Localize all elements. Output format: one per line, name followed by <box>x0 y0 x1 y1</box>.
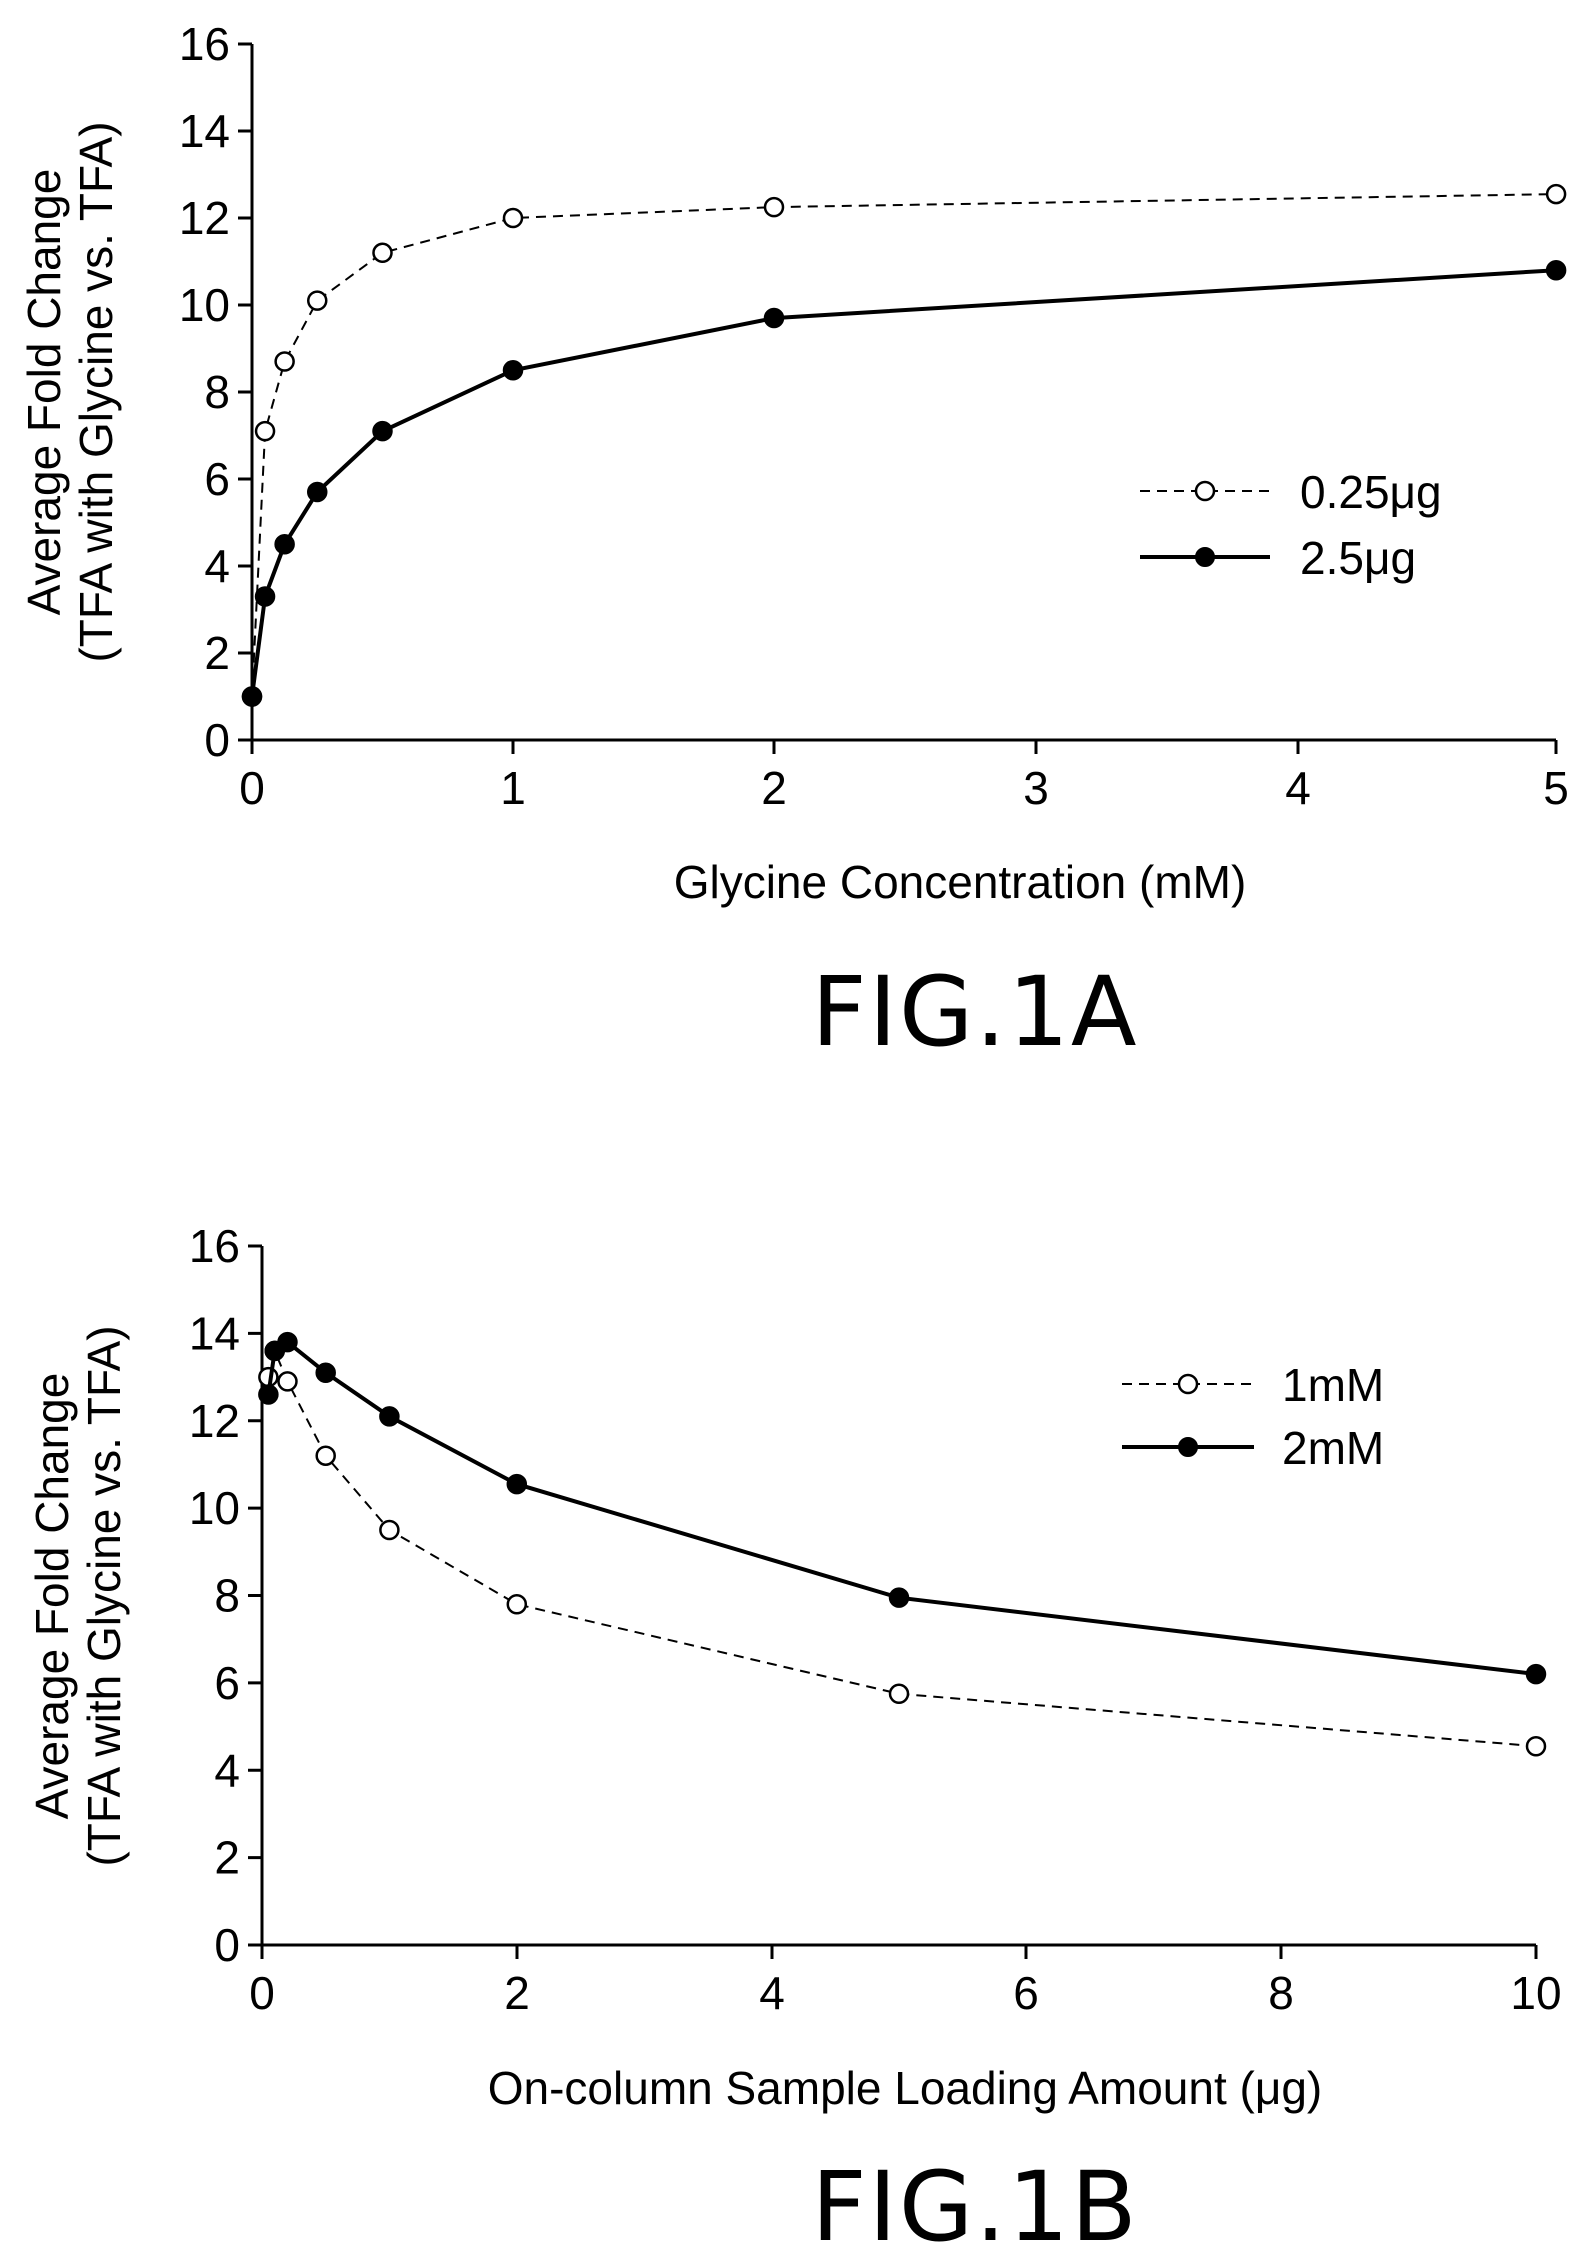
data-point-series-2 <box>258 1384 279 1405</box>
legend-label-series-1: 0.25μg <box>1300 466 1442 518</box>
x-axis-label: On-column Sample Loading Amount (μg) <box>488 2062 1323 2114</box>
x-tick-label: 5 <box>1543 762 1569 814</box>
y-tick-label: 4 <box>204 540 230 592</box>
y-tick-label: 2 <box>204 627 230 679</box>
data-point-series-1 <box>502 207 524 229</box>
data-point-series-2 <box>1525 1663 1547 1685</box>
data-point-series-2 <box>277 1331 298 1353</box>
y-tick-label: 8 <box>214 1570 240 1622</box>
legend-label-series-1: 1mM <box>1282 1359 1384 1411</box>
x-tick-label: 4 <box>1285 762 1311 814</box>
y-axis-label-line2: (TFA with Glycine vs. TFA) <box>70 121 122 662</box>
series-layer <box>241 183 1567 707</box>
y-tick-label: 4 <box>214 1744 240 1796</box>
data-point-series-2 <box>1545 259 1567 281</box>
chart-fig-1a: Average Fold Change (TFA with Glycine vs… <box>18 18 1569 1068</box>
data-point-series-1 <box>372 242 393 264</box>
figure-caption-1b: FIG.1B <box>811 2151 1138 2261</box>
x-axis-label: Glycine Concentration (mM) <box>674 856 1247 908</box>
data-point-series-1 <box>277 1371 298 1392</box>
data-point-series-1 <box>307 290 328 311</box>
data-point-series-2 <box>372 420 393 442</box>
y-tick-label: 14 <box>189 1307 240 1359</box>
legend-marker-filled <box>1195 547 1215 567</box>
y-tick-label: 14 <box>179 105 230 157</box>
data-point-series-2 <box>888 1587 910 1608</box>
series-layer <box>258 1331 1547 1757</box>
y-tick-label: 16 <box>179 18 230 70</box>
y-axis-label: Average Fold Change (TFA with Glycine vs… <box>26 1325 130 1866</box>
legend-marker-open <box>1177 1373 1199 1395</box>
chart-fig-1b: Average Fold Change (TFA with Glycine vs… <box>26 1220 1562 2261</box>
data-point-series-1 <box>315 1445 336 1466</box>
y-tick-label: 6 <box>204 453 230 505</box>
y-axis-label-line2: (TFA with Glycine vs. TFA) <box>78 1325 130 1866</box>
x-tick-label: 2 <box>504 1967 530 2019</box>
legend: 1mM 2mM <box>1122 1359 1384 1474</box>
data-point-series-1 <box>1545 183 1567 205</box>
data-point-series-1 <box>274 351 295 372</box>
data-point-series-2 <box>274 534 295 555</box>
x-tick-label: 8 <box>1268 1967 1294 2019</box>
data-point-series-2 <box>254 586 276 607</box>
x-tick-label: 0 <box>239 762 265 814</box>
y-tick-label: 10 <box>189 1482 240 1534</box>
x-ticks: 0 2 4 6 8 10 <box>249 1945 1562 2019</box>
series-line-1 <box>267 1347 1537 1748</box>
y-axis-label-line1: Average Fold Change <box>18 169 70 616</box>
x-tick-label: 3 <box>1023 762 1049 814</box>
y-tick-label: 10 <box>179 279 230 331</box>
y-tick-label: 2 <box>214 1832 240 1884</box>
y-tick-label: 0 <box>214 1919 240 1971</box>
x-tick-label: 2 <box>761 762 787 814</box>
x-tick-label: 1 <box>500 762 526 814</box>
x-ticks: 0 1 2 3 4 5 <box>239 740 1569 814</box>
y-tick-label: 16 <box>189 1220 240 1272</box>
y-tick-label: 12 <box>179 192 230 244</box>
legend-marker-open <box>1194 480 1216 502</box>
x-tick-label: 4 <box>759 1967 785 2019</box>
y-ticks: 0 2 4 6 8 10 12 14 16 <box>189 1220 262 1971</box>
data-point-series-1 <box>506 1593 528 1615</box>
data-point-series-2 <box>241 686 263 707</box>
data-point-series-1 <box>763 196 785 218</box>
y-axis-label-line1: Average Fold Change <box>26 1373 78 1820</box>
data-point-series-1 <box>254 420 276 442</box>
y-ticks: 0 2 4 6 8 10 12 14 16 <box>179 18 252 766</box>
data-point-series-2 <box>307 481 328 503</box>
x-tick-label: 6 <box>1013 1967 1039 2019</box>
data-point-series-2 <box>315 1362 336 1383</box>
data-point-series-2 <box>506 1473 528 1495</box>
y-tick-label: 6 <box>214 1657 240 1709</box>
y-axis-label: Average Fold Change (TFA with Glycine vs… <box>18 121 122 662</box>
data-point-series-2 <box>763 307 785 329</box>
legend-label-series-2: 2mM <box>1282 1422 1384 1474</box>
data-point-series-2 <box>379 1406 400 1427</box>
x-tick-label: 10 <box>1510 1967 1561 2019</box>
data-point-series-2 <box>502 360 524 381</box>
legend-marker-filled <box>1178 1437 1198 1457</box>
y-tick-label: 0 <box>204 714 230 766</box>
data-point-series-1 <box>1525 1735 1547 1757</box>
x-tick-label: 0 <box>249 1967 275 2019</box>
data-point-series-1 <box>379 1519 400 1541</box>
y-tick-label: 8 <box>204 366 230 418</box>
series-line-1 <box>251 193 1557 697</box>
data-point-series-1 <box>888 1683 910 1705</box>
figure-caption-1a: FIG.1A <box>811 956 1138 1068</box>
legend: 0.25μg 2.5μg <box>1140 466 1442 584</box>
legend-label-series-2: 2.5μg <box>1300 532 1416 584</box>
y-tick-label: 12 <box>189 1395 240 1447</box>
